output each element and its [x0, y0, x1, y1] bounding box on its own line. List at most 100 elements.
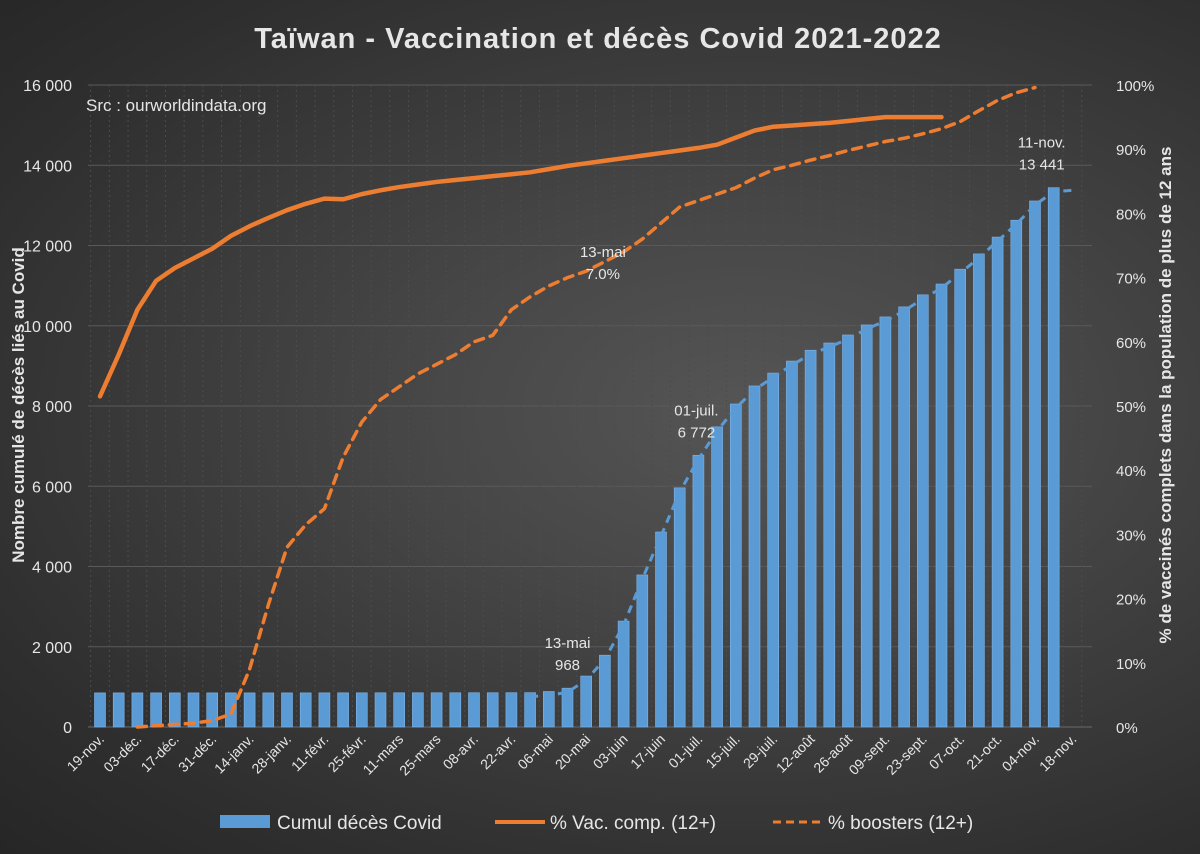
x-tick-label: 01-juil. — [665, 731, 705, 771]
bar — [617, 620, 630, 728]
legend-label-vac: % Vac. comp. (12+) — [550, 813, 716, 834]
bar — [468, 692, 480, 728]
y-tick-left: 2 000 — [32, 640, 72, 657]
bar — [393, 692, 406, 728]
x-tick-label: 22-avr. — [477, 731, 519, 773]
bar — [916, 294, 929, 728]
annotation-line2: 6 772 — [678, 424, 716, 441]
bar — [767, 372, 780, 728]
y-tick-right: 50% — [1116, 399, 1146, 416]
bar — [337, 692, 349, 728]
bar — [729, 403, 742, 728]
bar — [94, 692, 106, 728]
bar — [355, 692, 368, 728]
y-tick-right: 90% — [1116, 142, 1146, 159]
bar — [299, 692, 312, 728]
x-tick-label: 08-avr. — [440, 731, 482, 773]
x-tick-label: 23-sept. — [883, 731, 930, 778]
bar — [655, 531, 667, 728]
bar — [673, 487, 686, 728]
y-tick-left: 4 000 — [32, 560, 72, 577]
right-axis-title: % de vaccinés complets dans la populatio… — [1156, 147, 1175, 644]
x-tick-label: 17-juin — [627, 731, 668, 772]
y-tick-right: 60% — [1116, 335, 1146, 352]
bar — [711, 426, 723, 728]
lines-series — [97, 85, 1073, 729]
x-tick-label: 04-nov. — [999, 731, 1043, 775]
bar — [954, 268, 967, 728]
x-tick-label: 11-févr. — [288, 731, 332, 775]
legend-swatch-deaths — [220, 815, 270, 828]
bar — [973, 253, 985, 728]
x-tick-label: 18-nov. — [1036, 731, 1080, 775]
right-axis-ticks: 0% 10% 20% 30% 40% 50% 60% 70% 80% 90% 100% — [1116, 78, 1154, 737]
y-tick-right: 70% — [1116, 271, 1146, 288]
gridlines — [88, 84, 1092, 728]
bar — [804, 349, 817, 728]
y-tick-right: 40% — [1116, 463, 1146, 480]
source-note: Src : ourworldindata.org — [86, 96, 266, 115]
annotation-line1: 13-mai — [545, 635, 591, 652]
bar — [374, 692, 387, 728]
y-tick-right: 100% — [1116, 78, 1154, 95]
y-tick-right: 20% — [1116, 592, 1146, 609]
bar — [412, 692, 424, 728]
bar — [842, 334, 854, 728]
y-tick-left: 10 000 — [23, 319, 72, 336]
x-tick-label: 03-déc. — [100, 731, 144, 775]
bar — [692, 454, 705, 728]
y-tick-left: 8 000 — [32, 399, 72, 416]
x-tick-label: 20-mai — [552, 731, 594, 773]
bar — [169, 692, 181, 728]
annotations: 13-mai 968 01-juil. 6 772 11-nov. 13 441 13-ma… — [545, 135, 1066, 674]
bar — [262, 692, 275, 728]
bar — [580, 675, 593, 728]
y-tick-left: 14 000 — [23, 158, 72, 175]
y-tick-left: 16 000 — [23, 78, 72, 95]
x-tick-label: 07-oct. — [926, 731, 968, 773]
x-tick-label: 17-déc. — [138, 731, 182, 775]
bar — [486, 692, 499, 728]
bar — [187, 692, 200, 728]
x-tick-label: 19-nov. — [64, 731, 108, 775]
bar — [524, 692, 536, 728]
y-tick-left: 12 000 — [23, 239, 72, 256]
y-tick-left: 0 — [63, 720, 72, 737]
bar — [823, 342, 836, 728]
bar — [449, 692, 462, 728]
bars-series — [94, 187, 1060, 728]
x-tick-label: 25-mars — [396, 731, 444, 779]
annotation-line1: 11-nov. — [1018, 135, 1066, 152]
bar — [599, 654, 611, 728]
bar — [505, 692, 518, 728]
bar — [879, 316, 892, 728]
bar — [131, 692, 144, 728]
bar — [786, 360, 798, 728]
legend: Cumul décès Covid % Vac. comp. (12+) % b… — [220, 813, 973, 834]
y-tick-right: 0% — [1116, 720, 1138, 737]
legend-label-boosters: % boosters (12+) — [828, 813, 973, 834]
left-axis-title: Nombre cumulé de décès liés au Covid — [9, 247, 28, 563]
bar — [1047, 187, 1060, 728]
x-tick-label: 09-sept. — [845, 731, 892, 778]
bar — [748, 385, 761, 728]
x-tick-label: 21-oct. — [963, 731, 1005, 773]
annotation-line2: 7.0% — [586, 266, 620, 283]
bar — [318, 692, 331, 728]
legend-label-deaths: Cumul décès Covid — [277, 813, 442, 834]
annotation-line1: 13-mai — [580, 244, 626, 261]
bar — [935, 283, 948, 728]
x-tick-label: 06-mai — [514, 731, 556, 773]
x-tick-label: 14-janv. — [211, 731, 257, 777]
x-axis-ticks: 19-nov.03-déc.17-déc.31-déc.14-janv.28-j… — [64, 731, 1080, 779]
deaths-trend-line — [530, 188, 1073, 699]
bar — [243, 692, 256, 728]
boosters-line — [135, 85, 1037, 729]
bar — [1029, 200, 1041, 728]
bar — [542, 691, 555, 728]
bar — [898, 306, 910, 728]
annotation-line1: 01-juil. — [674, 402, 718, 419]
vaccination-line — [97, 114, 944, 399]
